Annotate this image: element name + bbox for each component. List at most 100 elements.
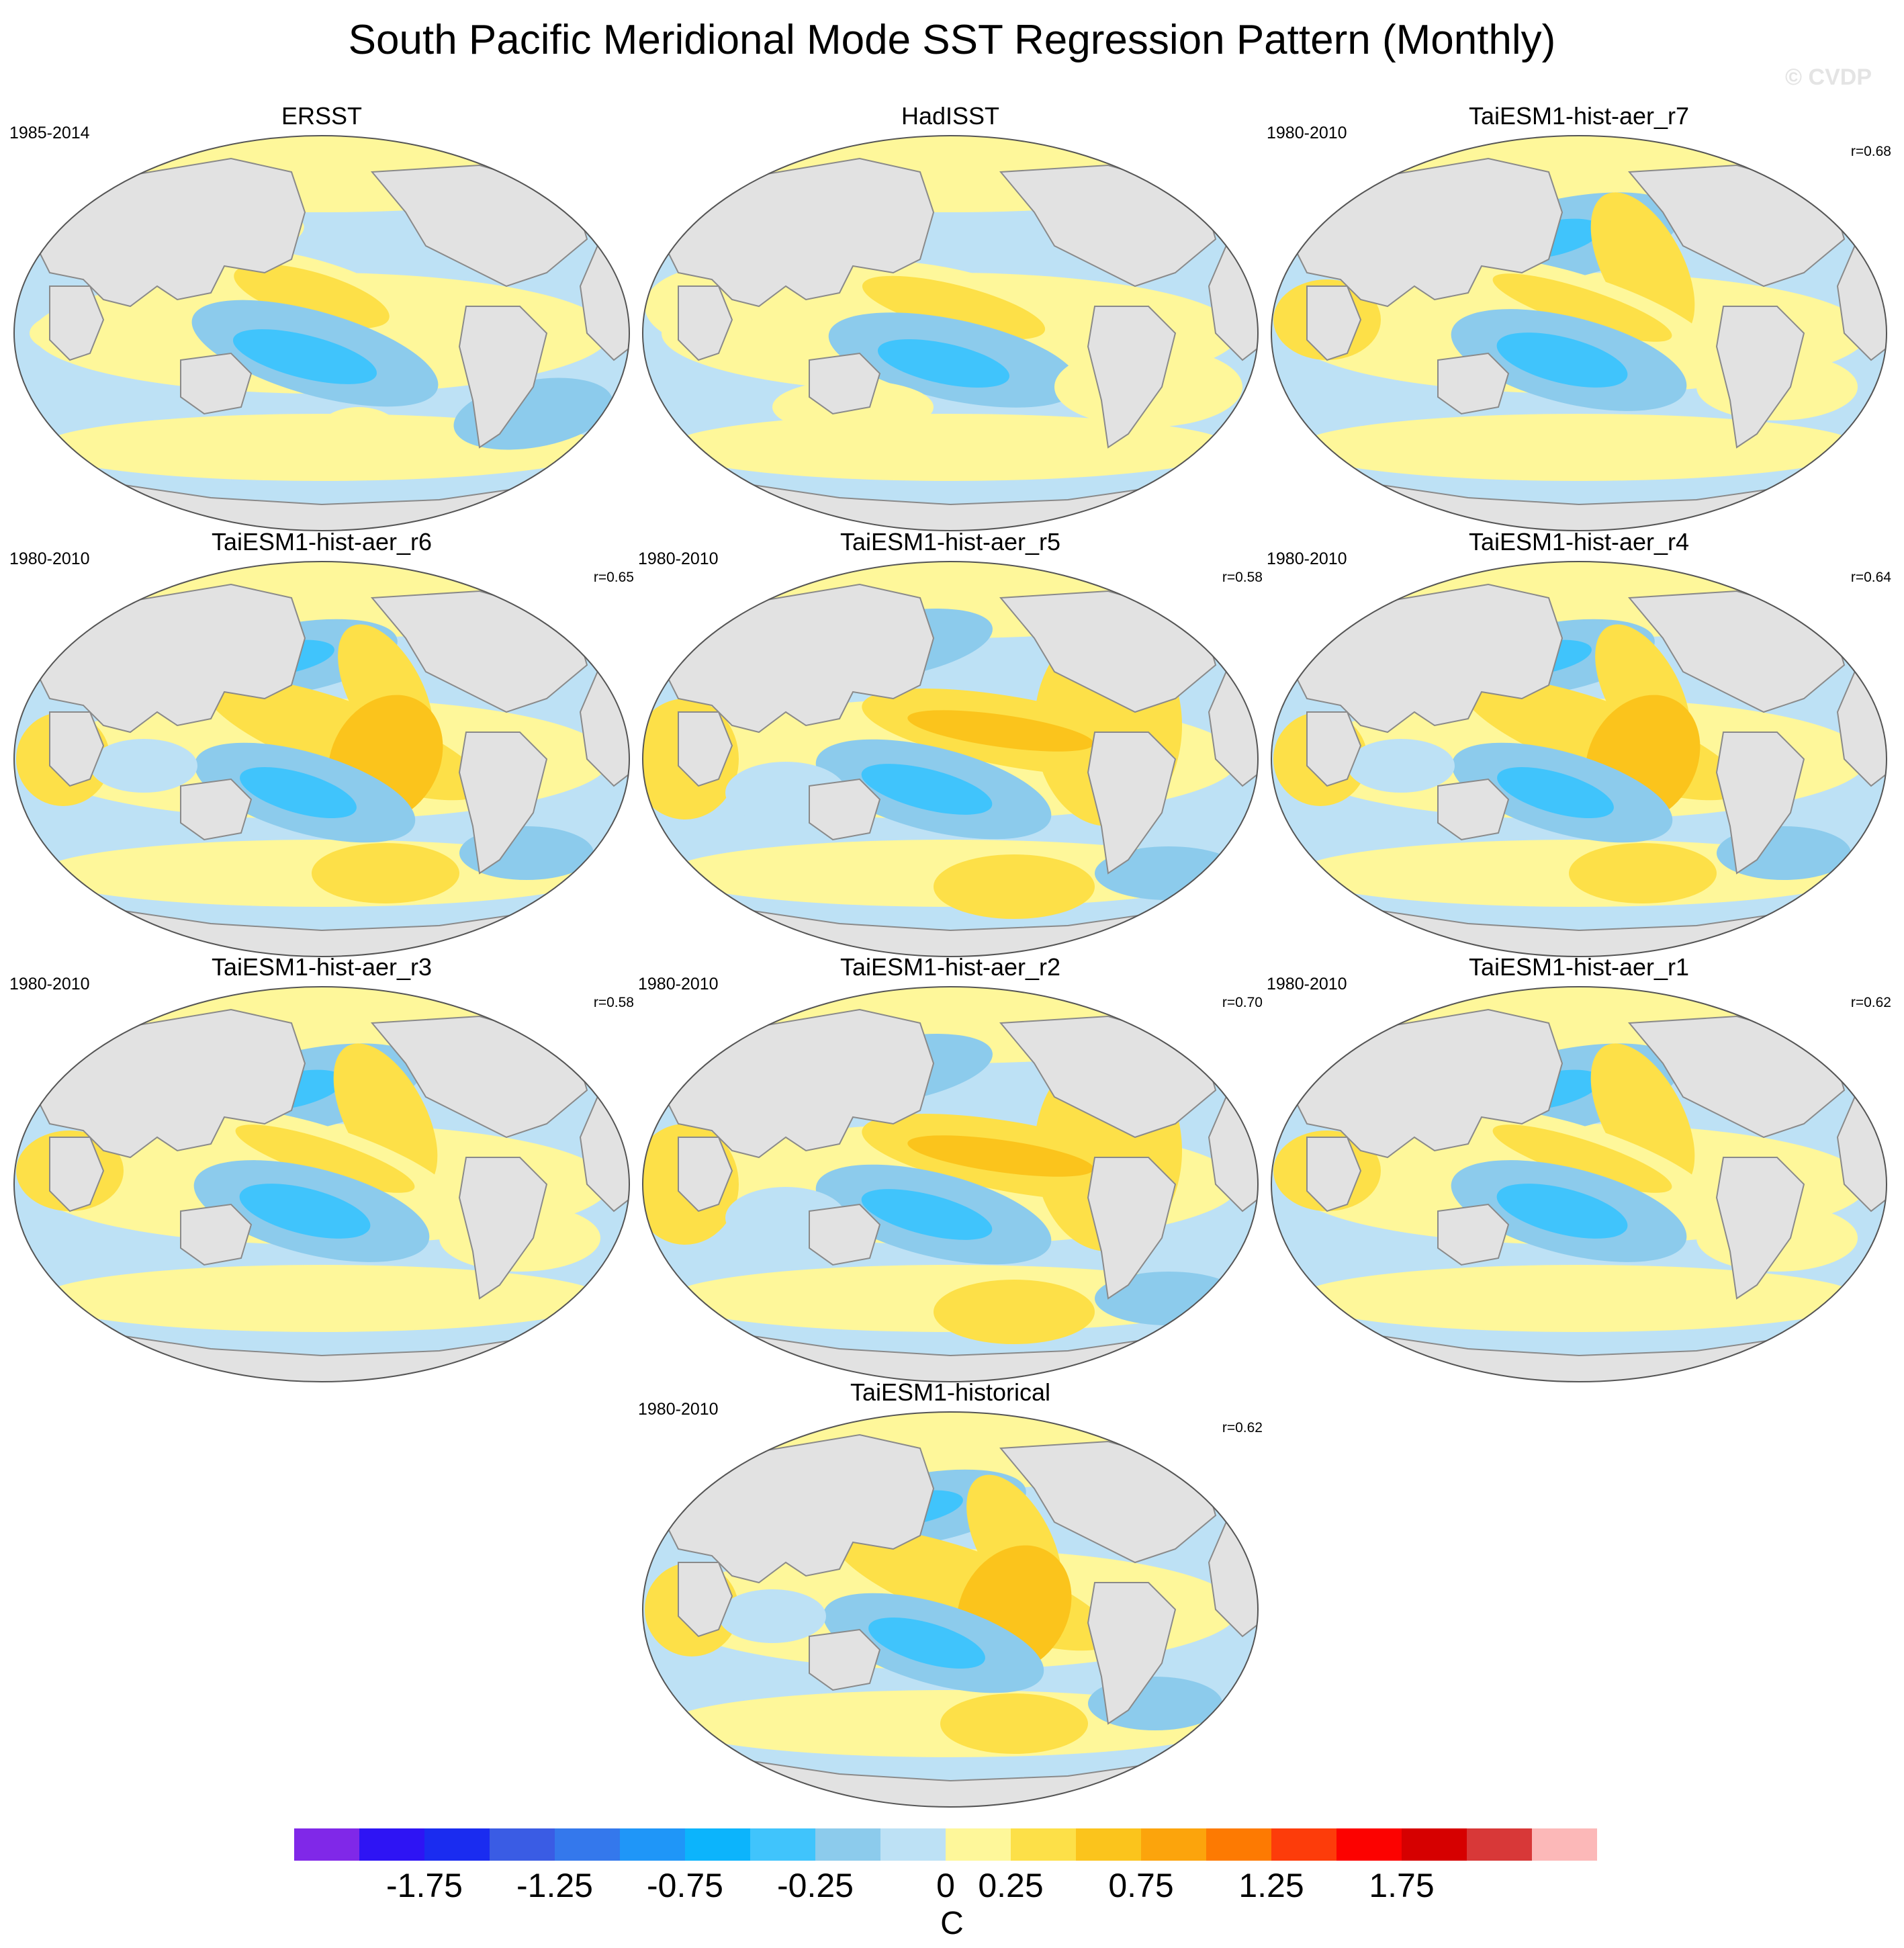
land-mass <box>180 352 253 415</box>
panel-pattern-correlation: r=0.64 <box>1850 570 1891 585</box>
land-mass <box>180 778 253 841</box>
sst-anomaly-contour <box>1497 766 1614 819</box>
sst-anomaly-contour <box>1590 192 1695 340</box>
colorbar-swatch <box>294 1828 360 1861</box>
land-mass <box>35 157 306 308</box>
sst-anomaly-contour <box>240 766 357 819</box>
sst-anomaly-contour <box>1374 1272 1670 1325</box>
map-panel: TaiESM1-historical 1980-2010 r=0.62 <box>638 1378 1263 1811</box>
map-border <box>13 135 630 531</box>
map-panel: TaiESM1-hist-aer_r5 1980-2010 r=0.58 <box>638 528 1263 961</box>
panel-period: 1980-2010 <box>1267 549 1347 568</box>
land-mass <box>35 583 306 734</box>
panel-period: 1980-2010 <box>1267 975 1347 993</box>
sst-anomaly-contour <box>333 1043 438 1191</box>
colorbar-tick-label: -0.75 <box>647 1867 723 1904</box>
sst-regression-map <box>642 986 1259 1382</box>
sst-anomaly-contour <box>239 1184 371 1239</box>
land-mass <box>1715 1157 1805 1300</box>
panel-pattern-correlation: r=0.58 <box>593 995 634 1010</box>
land-mass <box>1437 352 1510 415</box>
sst-anomaly-contour <box>877 339 1010 388</box>
sst-regression-map <box>642 1411 1259 1808</box>
colorbar-tick-label: 1.25 <box>1238 1867 1304 1904</box>
panel-title: TaiESM1-hist-aer_r3 <box>211 953 433 981</box>
sst-anomaly-contour <box>1492 273 1672 342</box>
sst-anomaly-contour <box>1374 420 1670 474</box>
panel-title: TaiESM1-hist-aer_r2 <box>840 953 1061 981</box>
land-mass <box>809 352 881 415</box>
sst-anomaly-contour <box>719 1589 826 1643</box>
map-panel: TaiESM1-hist-aer_r1 1980-2010 r=0.62 <box>1267 953 1891 1386</box>
land-mass <box>1306 711 1362 787</box>
land-mass <box>35 1008 306 1159</box>
land-mass <box>678 285 733 361</box>
colorbar-swatch <box>620 1828 686 1861</box>
panel-title: TaiESM1-hist-aer_r1 <box>1468 953 1690 981</box>
panel-title: HadISST <box>901 102 1000 130</box>
colorbar-swatch <box>1532 1828 1597 1861</box>
panel-pattern-correlation: r=0.70 <box>1222 995 1263 1010</box>
panel-period: 1980-2010 <box>9 975 90 993</box>
map-border <box>1271 986 1887 1382</box>
land-mass <box>1437 778 1510 841</box>
sst-regression-map <box>642 135 1259 531</box>
sst-anomaly-contour <box>117 1272 412 1325</box>
sst-regression-map <box>1271 986 1887 1382</box>
panel-title: TaiESM1-historical <box>850 1378 1051 1406</box>
panel-pattern-correlation: r=0.62 <box>1850 995 1891 1010</box>
land-mass <box>1292 1008 1563 1159</box>
land-mass <box>1306 1137 1362 1212</box>
land-mass <box>458 306 548 449</box>
map-border <box>1271 135 1887 531</box>
land-mass <box>1087 732 1177 875</box>
sst-regression-map <box>642 561 1259 957</box>
colorbar <box>294 1828 1597 1861</box>
land-mass <box>458 732 548 875</box>
panel-title: TaiESM1-hist-aer_r7 <box>1468 102 1690 130</box>
colorbar-swatch <box>1141 1828 1207 1861</box>
panel-title: ERSST <box>281 102 363 130</box>
panel-pattern-correlation: r=0.62 <box>1222 1420 1263 1435</box>
sst-anomaly-contour <box>934 854 1095 919</box>
colorbar-units: C <box>940 1906 964 1941</box>
map-border <box>13 561 630 957</box>
sst-anomaly-contour <box>907 710 1094 752</box>
colorbar-tick-label: -0.25 <box>777 1867 854 1904</box>
colorbar-tick-label: 1.75 <box>1369 1867 1435 1904</box>
map-border <box>642 1411 1259 1808</box>
panel-period: 1980-2010 <box>638 975 719 993</box>
sst-anomaly-contour <box>868 1617 985 1669</box>
panel-title: TaiESM1-hist-aer_r5 <box>840 528 1061 556</box>
colorbar-swatch <box>490 1828 555 1861</box>
panel-title: TaiESM1-hist-aer_r4 <box>1468 528 1690 556</box>
land-mass <box>678 711 733 787</box>
sst-anomaly-contour <box>862 275 1046 340</box>
map-panel: HadISST <box>638 102 1263 535</box>
colorbar-tick-label: 0.75 <box>1108 1867 1174 1904</box>
sst-anomaly-contour <box>234 264 390 328</box>
land-mass <box>1715 732 1805 875</box>
panel-period: 1980-2010 <box>9 549 90 568</box>
map-panel: TaiESM1-hist-aer_r4 1980-2010 r=0.64 <box>1267 528 1891 961</box>
sst-anomaly-contour <box>1496 333 1628 388</box>
map-panel: TaiESM1-hist-aer_r3 1980-2010 r=0.58 <box>9 953 634 1386</box>
sst-anomaly-contour <box>1492 1124 1672 1193</box>
land-mass <box>809 1628 881 1691</box>
cvdp-watermark: © CVDP <box>1785 64 1872 90</box>
colorbar-swatch <box>1011 1828 1077 1861</box>
colorbar-swatch <box>750 1828 816 1861</box>
colorbar-swatch <box>1336 1828 1402 1861</box>
colorbar-swatch <box>424 1828 490 1861</box>
colorbar-swatch <box>1467 1828 1533 1861</box>
panel-pattern-correlation: r=0.58 <box>1222 570 1263 585</box>
colorbar-swatch <box>815 1828 881 1861</box>
land-mass <box>664 1008 935 1159</box>
sst-regression-map <box>1271 561 1887 957</box>
sst-anomaly-contour <box>90 739 197 793</box>
land-mass <box>49 711 105 787</box>
figure-title: South Pacific Meridional Mode SST Regres… <box>348 17 1556 63</box>
land-mass <box>1087 1582 1177 1725</box>
panel-title: TaiESM1-hist-aer_r6 <box>211 528 433 556</box>
colorbar-swatch <box>880 1828 946 1861</box>
